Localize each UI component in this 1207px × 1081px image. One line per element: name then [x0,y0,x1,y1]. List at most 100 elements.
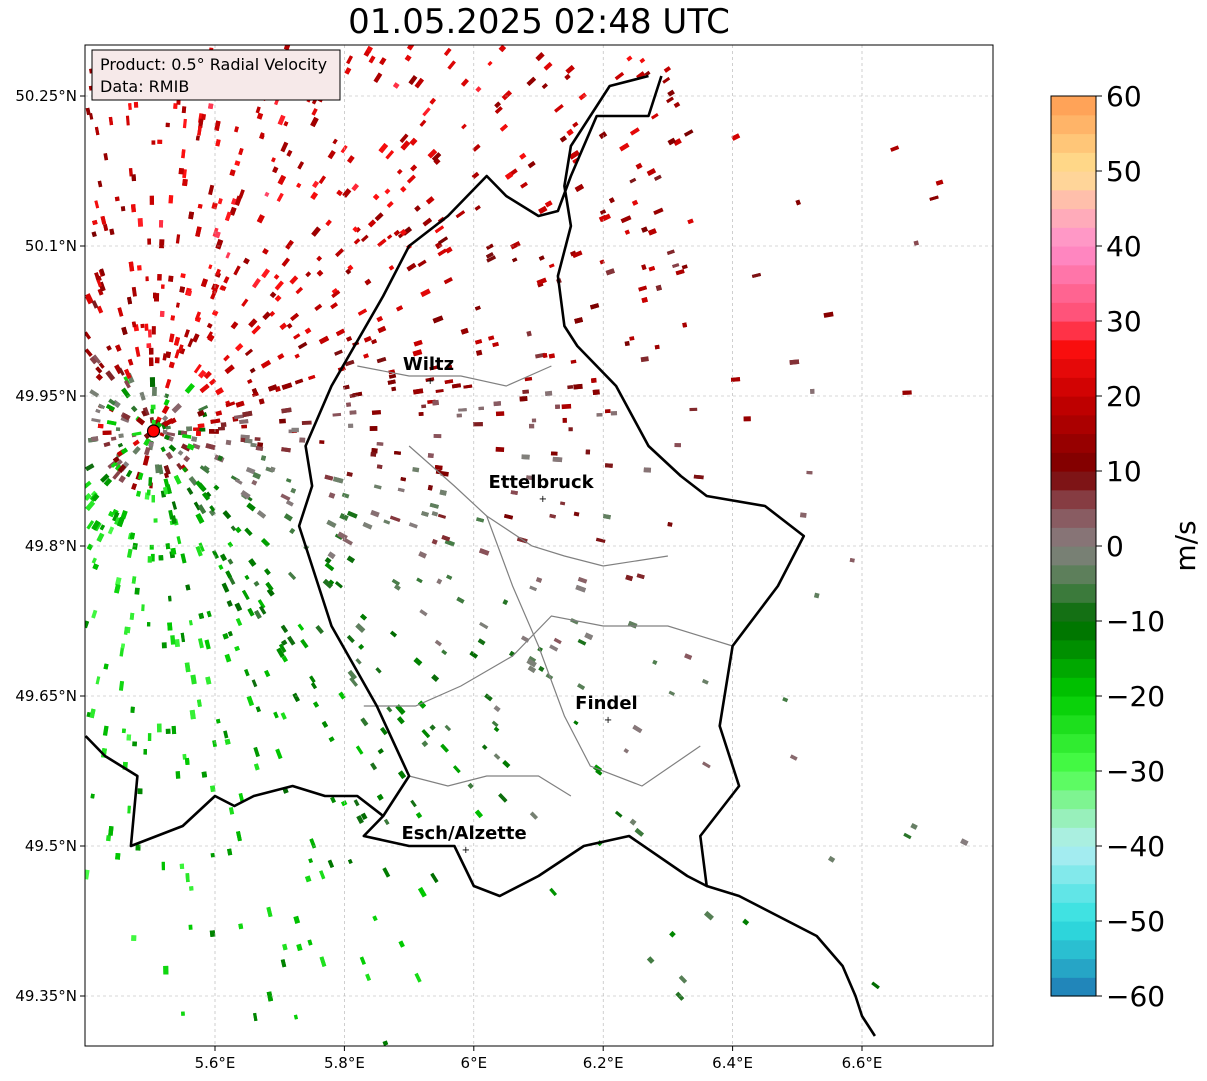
echo-cell [458,408,467,412]
product-label: Product: 0.5° Radial Velocity [100,55,327,74]
echo-cell [171,725,177,735]
echo-cell [132,439,140,447]
echo-cell [409,137,418,146]
echo-cell [434,225,445,234]
echo-cell [447,60,456,70]
echo-cell [391,578,400,586]
echo-cell [296,182,302,189]
echo-cell [185,873,190,883]
echo-cell [139,391,146,401]
echo-cell [246,695,255,707]
echo-cell [149,195,155,205]
echo-cell [421,729,431,739]
echo-cell [584,632,594,641]
echo-cell [128,261,135,272]
echo-cell [103,663,109,670]
echo-cell [148,347,154,355]
echo-cell [438,236,449,245]
echo-cell [910,822,918,830]
echo-cell [318,335,330,345]
echo-cell [277,114,286,126]
echo-cell [124,368,132,379]
colorbar-tick-label: 0 [1106,530,1124,563]
echo-cell [425,377,435,382]
echo-cell [143,748,147,755]
colorbar-tick-label: −20 [1106,680,1165,713]
echo-cell [269,291,277,299]
echo-cell [248,558,257,567]
echo-cell [493,705,501,713]
echo-cell [193,363,202,374]
echo-cell [502,760,511,768]
echo-cell [197,504,207,515]
echo-cell [187,338,194,348]
echo-cell [336,189,343,197]
echo-cell [502,599,509,606]
echo-cell [118,367,125,376]
echo-cell [118,433,124,439]
city-marker: + [426,376,434,387]
echo-cell [890,145,900,152]
echo-cell [179,863,185,870]
echo-cell [358,643,365,650]
x-tick-label: 6.4°E [712,1054,753,1072]
echo-cell [398,940,405,948]
echo-cell [130,706,135,713]
colorbar-band [1051,227,1096,247]
echo-cell [392,82,400,89]
city-label: Wiltz [403,354,454,375]
echo-cell [283,45,291,51]
echo-cell [421,404,427,409]
echo-cell [319,440,325,444]
echo-cell [269,310,276,317]
echo-cell [636,573,645,580]
echo-cell [174,349,180,359]
echo-cell [634,828,644,837]
echo-cell [131,286,137,297]
echo-cell [137,472,144,480]
echo-cell [648,266,656,272]
echo-cell [165,425,171,430]
echo-cell [544,390,553,397]
echo-cell [276,647,285,658]
colorbar-band [1051,958,1096,978]
echo-cell [935,179,944,186]
echo-cell [108,116,114,126]
echo-cell [251,679,258,688]
echo-cell [99,524,106,531]
colorbar-band [1051,696,1096,716]
colorbar-band [1051,171,1096,191]
echo-cell [408,522,418,529]
echo-cell [185,584,191,591]
echo-cell [170,547,177,555]
echo-cell [346,155,355,164]
echo-cell [431,152,442,162]
echo-cell [146,622,151,627]
echo-cell [159,310,165,317]
echo-cell [368,219,376,228]
echo-cell [126,734,132,741]
echo-cell [351,183,359,192]
echo-cell [85,500,96,512]
echo-cell [400,140,411,151]
echo-cell [310,116,319,128]
echo-cell [227,558,234,565]
echo-cell [561,403,572,410]
echo-cell [274,294,282,302]
echo-cell [120,510,128,520]
echo-cell [434,639,442,647]
echo-cell [127,358,134,366]
echo-cell [131,483,137,490]
echo-cell [782,697,789,703]
echo-cell [251,387,258,395]
echo-cell [86,520,95,530]
echo-cell [85,463,95,472]
echo-cell [410,799,417,808]
echo-cell [122,413,131,421]
echo-cell [393,229,401,237]
echo-cell [475,86,482,93]
echo-cell [285,500,294,507]
echo-cell [209,930,216,937]
echo-cell [253,580,260,587]
echo-cell [314,303,323,312]
